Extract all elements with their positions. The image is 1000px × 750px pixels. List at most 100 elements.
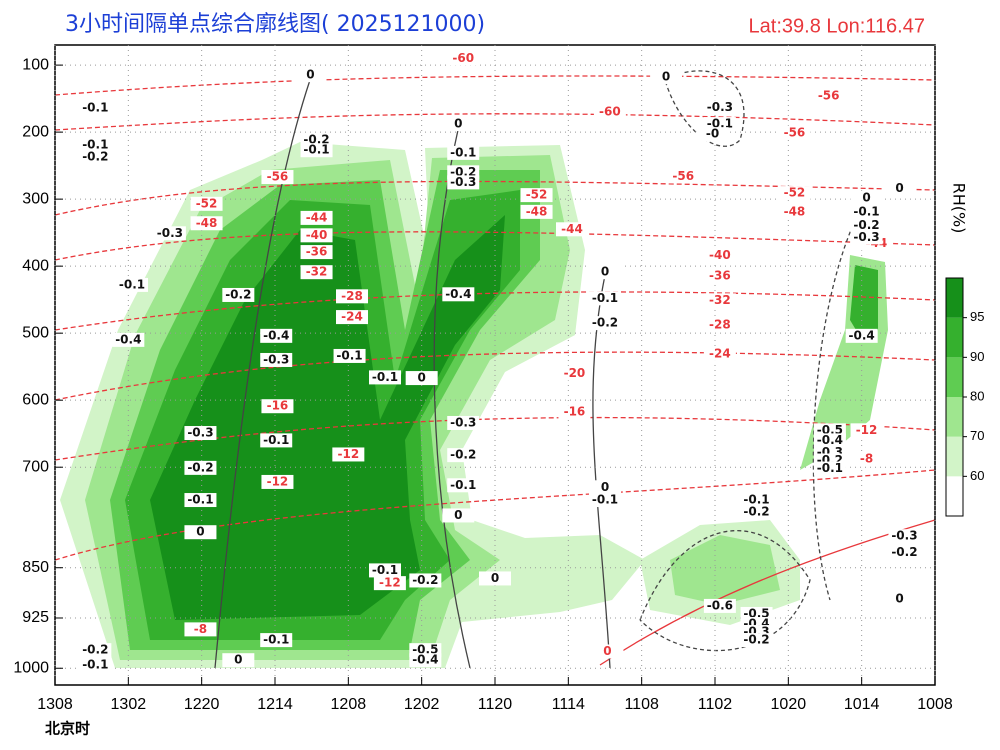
omega-label: -0.3 <box>263 352 289 366</box>
temperature-label: -12 <box>267 474 289 488</box>
omega-label-bg <box>589 265 621 280</box>
omega-contour <box>592 274 611 669</box>
y-tick-label: 500 <box>22 324 49 341</box>
temperature-label-bg <box>703 293 736 308</box>
omega-label-bg <box>184 493 217 508</box>
omega-label-bg <box>850 218 883 233</box>
omega-contour <box>639 529 811 652</box>
temperature-label: -60 <box>599 105 621 119</box>
omega-label-bg <box>703 100 736 115</box>
omega-label: -0.4 <box>115 332 141 346</box>
temperature-label: -24 <box>341 310 363 324</box>
omega-contour <box>812 199 866 601</box>
temperature-label-bg <box>778 186 811 201</box>
omega-label: 0 <box>306 68 314 82</box>
omega-label: -0.4 <box>412 653 438 667</box>
omega-label-bg <box>260 433 293 448</box>
omega-label: -0.4 <box>849 328 875 342</box>
temperature-label-bg <box>558 366 591 381</box>
omega-label: -0.3 <box>187 426 213 440</box>
temperature-contour <box>54 231 936 261</box>
omega-label-bg <box>883 592 916 607</box>
omega-label: -0.3 <box>891 529 917 543</box>
omega-label: -0.1 <box>263 433 289 447</box>
omega-label-bg <box>888 529 921 544</box>
colorbar-tick-label: 95 <box>970 309 984 324</box>
colorbar-segment <box>946 436 963 477</box>
temperature-label: -16 <box>267 399 289 413</box>
temperature-label-bg <box>703 248 736 263</box>
temperature-label: -44 <box>561 222 583 236</box>
temperature-contour <box>599 519 936 666</box>
omega-label: -0.4 <box>445 287 471 301</box>
y-tick-label: 925 <box>22 609 49 626</box>
omega-label-bg <box>116 277 148 292</box>
colorbar-segment <box>946 317 963 358</box>
temperature-label-bg <box>373 576 406 591</box>
omega-label-bg <box>447 175 480 190</box>
temperature-label: -20 <box>564 366 586 380</box>
temperature-label-bg <box>261 170 294 185</box>
temperature-label-bg <box>300 228 333 243</box>
colorbar-segment <box>946 476 963 516</box>
y-tick-label: 700 <box>22 458 49 475</box>
omega-label-bg <box>222 287 255 302</box>
temperature-label: -52 <box>784 186 806 200</box>
omega-label: -0.5 <box>743 606 769 620</box>
temperature-label-bg <box>703 318 736 333</box>
x-axis-label: 北京时 <box>45 720 90 738</box>
omega-label-bg <box>294 68 327 83</box>
temperature-label-bg <box>778 125 811 140</box>
omega-label: -0.1 <box>853 204 879 218</box>
omega-label-bg <box>184 460 217 475</box>
omega-label: -0.1 <box>743 493 769 507</box>
omega-label: -0.2 <box>743 505 769 519</box>
omega-label: 0 <box>454 508 462 522</box>
x-tick-label: 1308 <box>37 696 73 713</box>
omega-label-bg <box>409 573 442 588</box>
omega-label: 0 <box>234 653 242 667</box>
omega-label: -0.2 <box>853 218 879 232</box>
x-tick-label: 1102 <box>698 696 733 713</box>
temperature-label: -16 <box>564 405 586 419</box>
x-tick-label: 1202 <box>404 696 440 713</box>
omega-label: -0.2 <box>891 545 917 559</box>
omega-label-bg <box>696 127 729 142</box>
temperature-label-bg <box>556 222 588 237</box>
omega-label-bg <box>184 525 217 540</box>
omega-label-bg <box>333 348 366 363</box>
omega-label-bg <box>589 480 621 495</box>
temperature-contour <box>54 75 936 96</box>
omega-label: -0.1 <box>303 143 329 157</box>
omega-label: -0.1 <box>82 657 108 671</box>
omega-label-bg <box>813 461 846 476</box>
omega-label: -0.1 <box>119 277 145 291</box>
temperature-label: -32 <box>709 293 731 307</box>
omega-label: -0.4 <box>263 328 289 342</box>
y-tick-label: 600 <box>22 391 49 408</box>
temperature-label-bg <box>703 346 736 361</box>
temperature-label-bg <box>778 204 811 219</box>
omega-label: -0.2 <box>187 460 213 474</box>
temperature-label-bg <box>336 310 368 325</box>
omega-label: 0 <box>417 371 425 385</box>
temperature-label-bg <box>520 188 553 203</box>
temperature-label: -44 <box>306 210 328 224</box>
omega-label: -0.2 <box>82 149 108 163</box>
omega-label-bg <box>883 181 916 196</box>
omega-label-bg <box>813 433 846 448</box>
omega-contour <box>214 79 311 669</box>
temperature-label: -40 <box>306 228 328 242</box>
omega-label: -0.1 <box>372 563 398 577</box>
omega-label-bg <box>369 563 401 578</box>
x-tick-label: 1008 <box>917 696 953 713</box>
omega-label-bg <box>740 633 773 648</box>
omega-label: -0.3 <box>157 226 183 240</box>
temperature-label-bg <box>520 204 553 219</box>
temperature-label-bg <box>812 88 845 103</box>
omega-label: -0.1 <box>817 461 843 475</box>
omega-label-bg <box>589 316 621 331</box>
x-tick-label: 1120 <box>478 696 513 713</box>
rh-area <box>670 535 780 605</box>
